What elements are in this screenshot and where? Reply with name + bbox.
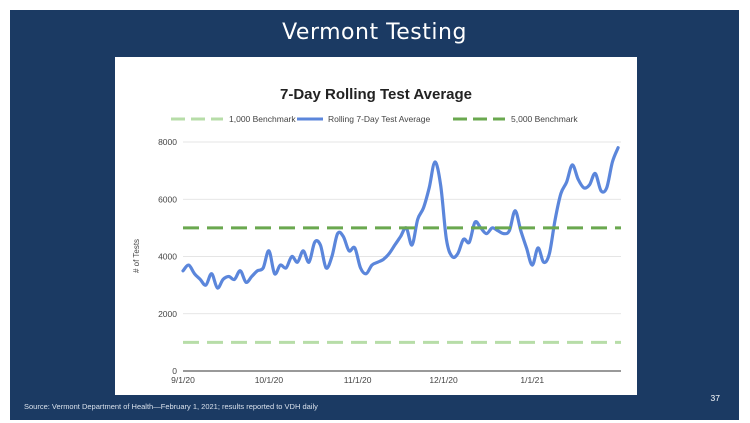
y-tick-label: 8000 (158, 137, 177, 147)
y-tick-label: 4000 (158, 252, 177, 262)
grid (183, 141, 621, 372)
y-axis-label: # of Tests (132, 239, 141, 273)
x-tick-label: 10/1/20 (255, 375, 284, 385)
chart-panel: 7-Day Rolling Test Average 1,000 Benchma… (115, 57, 637, 395)
series-line-rolling-average (181, 146, 620, 290)
chart-title: 7-Day Rolling Test Average (280, 86, 472, 103)
page-number: 37 (710, 393, 720, 403)
source-note: Source: Vermont Department of Health—Feb… (24, 402, 318, 411)
x-tick-label: 11/1/20 (344, 375, 372, 385)
y-tick-label: 2000 (158, 309, 177, 319)
x-tick-labels: 9/1/20 10/1/20 11/1/20 12/1/20 1/1/21 (171, 375, 544, 385)
legend: 1,000 Benchmark Rolling 7-Day Test Avera… (171, 114, 578, 124)
y-tick-label: 6000 (158, 194, 177, 204)
slide: Vermont Testing 7-Day Rolling Test Avera… (10, 10, 739, 420)
x-tick-label: 1/1/21 (520, 375, 544, 385)
legend-label-5000-benchmark: 5,000 Benchmark (511, 114, 578, 124)
series-layer (181, 146, 621, 344)
chart: 7-Day Rolling Test Average 1,000 Benchma… (132, 86, 621, 385)
x-tick-label: 12/1/20 (429, 375, 458, 385)
x-tick-label: 9/1/20 (171, 375, 195, 385)
y-tick-labels: 0 2000 4000 6000 8000 (158, 137, 177, 376)
slide-title: Vermont Testing (282, 20, 467, 45)
legend-label-1000-benchmark: 1,000 Benchmark (229, 114, 296, 124)
y-tick-label: 0 (172, 366, 177, 376)
legend-label-rolling-average: Rolling 7-Day Test Average (328, 114, 430, 124)
